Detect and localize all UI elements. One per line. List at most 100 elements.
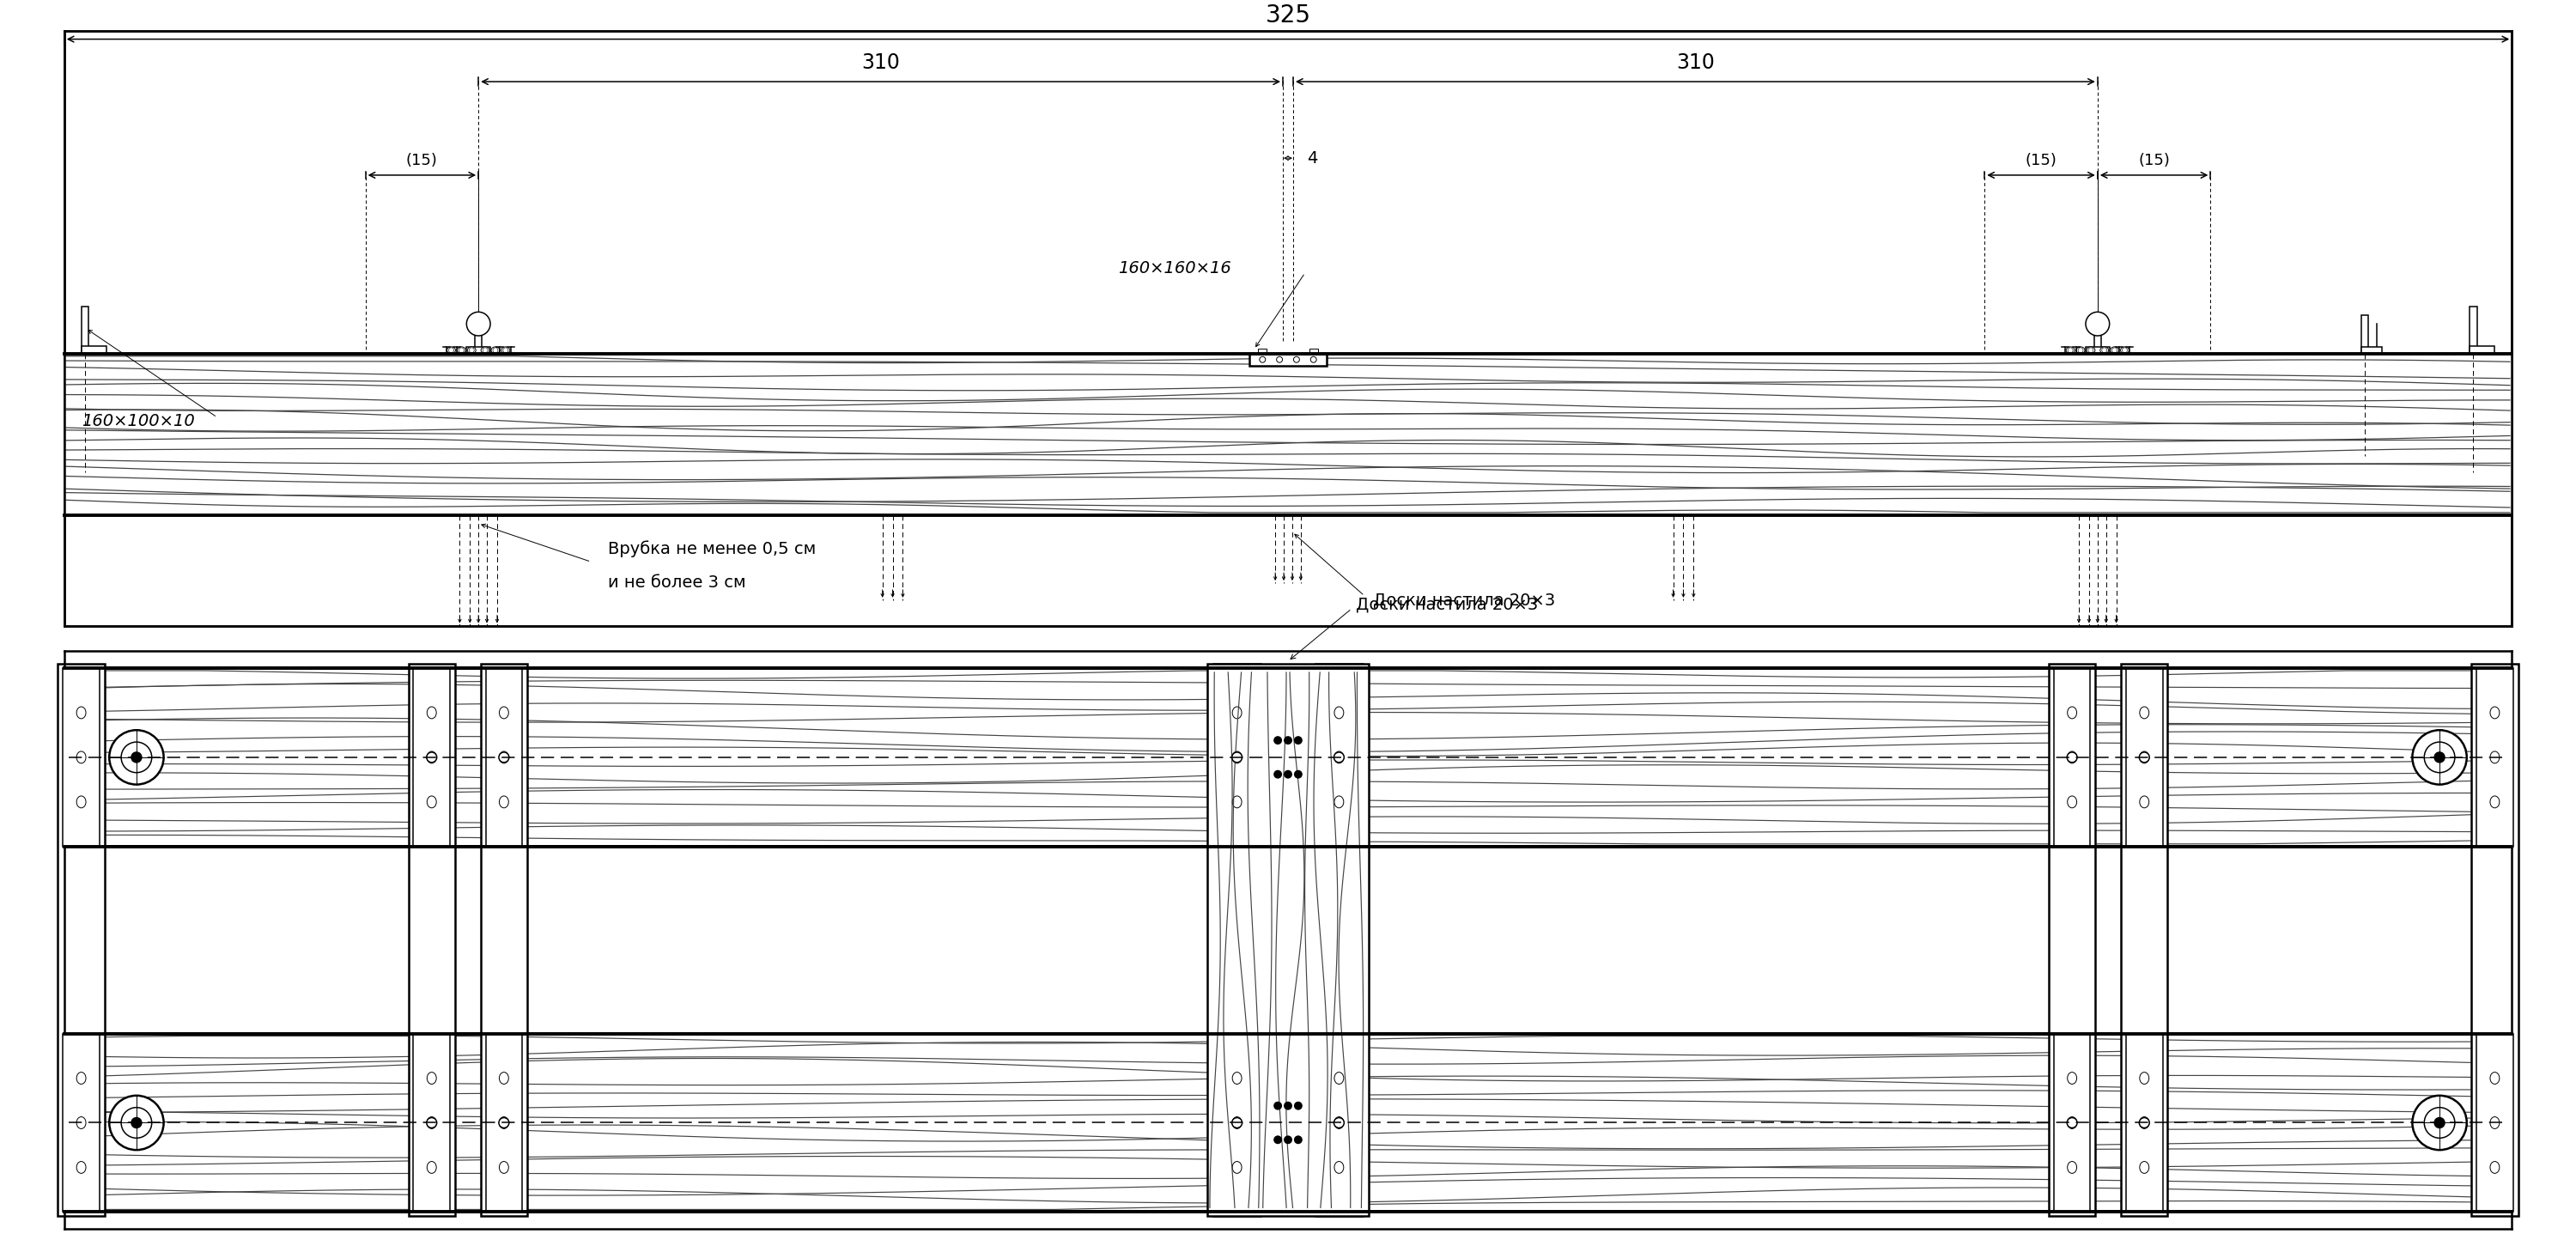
- Circle shape: [466, 312, 489, 335]
- Ellipse shape: [77, 796, 85, 807]
- Bar: [62, 1033, 100, 1212]
- Circle shape: [1311, 356, 1316, 363]
- Text: Доски настила 20×3: Доски настила 20×3: [1373, 592, 1556, 608]
- Bar: [2094, 318, 2102, 354]
- Bar: [487, 668, 523, 846]
- Ellipse shape: [448, 346, 456, 354]
- Circle shape: [1283, 770, 1293, 779]
- Ellipse shape: [2491, 706, 2499, 719]
- Bar: [2087, 348, 2110, 353]
- Circle shape: [2434, 1118, 2445, 1128]
- Text: 160×100×10: 160×100×10: [82, 414, 193, 430]
- Bar: [1249, 354, 1327, 365]
- Circle shape: [428, 1118, 438, 1128]
- Ellipse shape: [2110, 346, 2120, 354]
- Ellipse shape: [2069, 706, 2076, 719]
- Bar: [82, 307, 88, 354]
- Circle shape: [1283, 1135, 1293, 1144]
- Ellipse shape: [2491, 1161, 2499, 1174]
- Ellipse shape: [500, 796, 507, 807]
- Ellipse shape: [428, 1073, 435, 1084]
- Ellipse shape: [2491, 1116, 2499, 1129]
- Bar: [474, 318, 482, 354]
- Circle shape: [1273, 1135, 1283, 1144]
- Circle shape: [1231, 753, 1242, 763]
- Ellipse shape: [2066, 346, 2074, 354]
- Bar: [1321, 668, 1358, 846]
- Ellipse shape: [500, 706, 507, 719]
- Bar: [64, 1033, 2512, 1212]
- Circle shape: [500, 1118, 510, 1128]
- Ellipse shape: [428, 706, 435, 719]
- Ellipse shape: [2076, 346, 2084, 354]
- Ellipse shape: [428, 796, 435, 807]
- Bar: [2094, 315, 2099, 353]
- Circle shape: [108, 730, 165, 785]
- Ellipse shape: [77, 706, 85, 719]
- Ellipse shape: [1231, 751, 1242, 764]
- Circle shape: [1231, 1118, 1242, 1128]
- Text: (15): (15): [2138, 153, 2169, 168]
- Ellipse shape: [2141, 796, 2148, 807]
- Ellipse shape: [1334, 706, 1345, 719]
- Ellipse shape: [2069, 796, 2076, 807]
- Ellipse shape: [2099, 346, 2110, 354]
- Bar: [2053, 1033, 2089, 1212]
- Ellipse shape: [456, 346, 466, 354]
- Bar: [57, 664, 106, 1216]
- Circle shape: [2089, 348, 2094, 353]
- Ellipse shape: [2120, 346, 2128, 354]
- Bar: [2365, 346, 2378, 354]
- Bar: [82, 308, 88, 353]
- Circle shape: [1278, 356, 1283, 363]
- Ellipse shape: [77, 1073, 85, 1084]
- Bar: [2470, 346, 2494, 353]
- Bar: [466, 348, 489, 353]
- Circle shape: [1273, 1101, 1283, 1110]
- Ellipse shape: [2491, 751, 2499, 764]
- Ellipse shape: [1231, 1161, 1242, 1174]
- Circle shape: [1231, 1118, 1242, 1128]
- Ellipse shape: [2141, 751, 2148, 764]
- Ellipse shape: [2069, 1073, 2076, 1084]
- Bar: [477, 315, 482, 353]
- Ellipse shape: [2141, 1073, 2148, 1084]
- Circle shape: [459, 348, 464, 353]
- Bar: [1249, 354, 1327, 365]
- Ellipse shape: [2069, 751, 2076, 764]
- Ellipse shape: [1334, 1073, 1345, 1084]
- Ellipse shape: [1334, 751, 1345, 764]
- Ellipse shape: [1231, 706, 1242, 719]
- Circle shape: [2138, 1118, 2148, 1128]
- Bar: [2048, 664, 2094, 1216]
- Bar: [2120, 664, 2166, 1216]
- Ellipse shape: [77, 1116, 85, 1129]
- Ellipse shape: [428, 751, 435, 764]
- Ellipse shape: [1334, 796, 1345, 807]
- Bar: [1208, 664, 1368, 1216]
- Circle shape: [1273, 736, 1283, 745]
- Bar: [487, 1033, 523, 1212]
- Circle shape: [2434, 753, 2445, 763]
- Circle shape: [1334, 753, 1345, 763]
- Circle shape: [2411, 730, 2468, 785]
- Ellipse shape: [1231, 1116, 1242, 1129]
- Circle shape: [2411, 1095, 2468, 1150]
- Circle shape: [469, 348, 474, 353]
- Bar: [62, 668, 100, 846]
- Bar: [2470, 308, 2476, 353]
- Circle shape: [500, 1118, 507, 1128]
- Circle shape: [131, 753, 142, 763]
- Bar: [2362, 315, 2367, 354]
- Bar: [412, 668, 451, 846]
- Bar: [466, 346, 489, 354]
- Text: 160×160×16: 160×160×16: [1118, 260, 1231, 277]
- Ellipse shape: [500, 1161, 507, 1174]
- Circle shape: [502, 348, 507, 353]
- Text: и не более 3 см: и не более 3 см: [608, 574, 747, 591]
- Ellipse shape: [2141, 1116, 2148, 1129]
- Bar: [1321, 1033, 1358, 1212]
- Circle shape: [121, 1108, 152, 1138]
- Bar: [1213, 664, 1260, 1216]
- Bar: [2362, 316, 2367, 353]
